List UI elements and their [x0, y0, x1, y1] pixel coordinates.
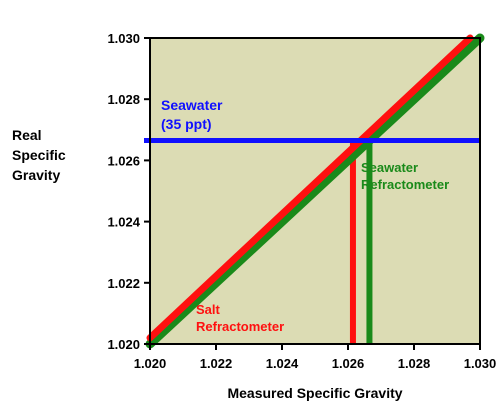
series-layer [144, 33, 485, 349]
x-tick-label: 1.024 [266, 356, 299, 371]
x-tick-label: 1.026 [332, 356, 365, 371]
seawater-refractometer-label: Seawater Refractometer [361, 160, 449, 192]
y-tick-label: 1.030 [107, 31, 140, 46]
salt-refractometer-line [146, 34, 474, 342]
y-tick-label: 1.024 [107, 215, 140, 230]
y-tick-label: 1.026 [107, 153, 140, 168]
x-tick-label: 1.030 [464, 356, 497, 371]
x-axis-label: Measured Specific Gravity [227, 385, 402, 401]
y-tick-label: 1.020 [107, 337, 140, 352]
seawater-refractometer-line [145, 33, 485, 349]
ticks-layer: 1.020 1.022 1.024 1.026 1.028 1.030 1.020 1.022… [107, 31, 496, 371]
x-tick-label: 1.028 [398, 356, 431, 371]
salt-refractometer-label: Salt Refractometer [196, 302, 284, 334]
x-tick-label: 1.022 [200, 356, 233, 371]
y-axis-label: Real Specific Gravity [12, 127, 66, 183]
seawater-35ppt-label: Seawater (35 ppt) [161, 97, 223, 132]
labels-layer: Real Specific Gravity Seawater (35 ppt) Seawa… [12, 97, 449, 334]
y-tick-label: 1.022 [107, 276, 140, 291]
y-tick-label: 1.028 [107, 92, 140, 107]
plot-border [149, 37, 481, 345]
x-tick-label: 1.020 [134, 356, 167, 371]
